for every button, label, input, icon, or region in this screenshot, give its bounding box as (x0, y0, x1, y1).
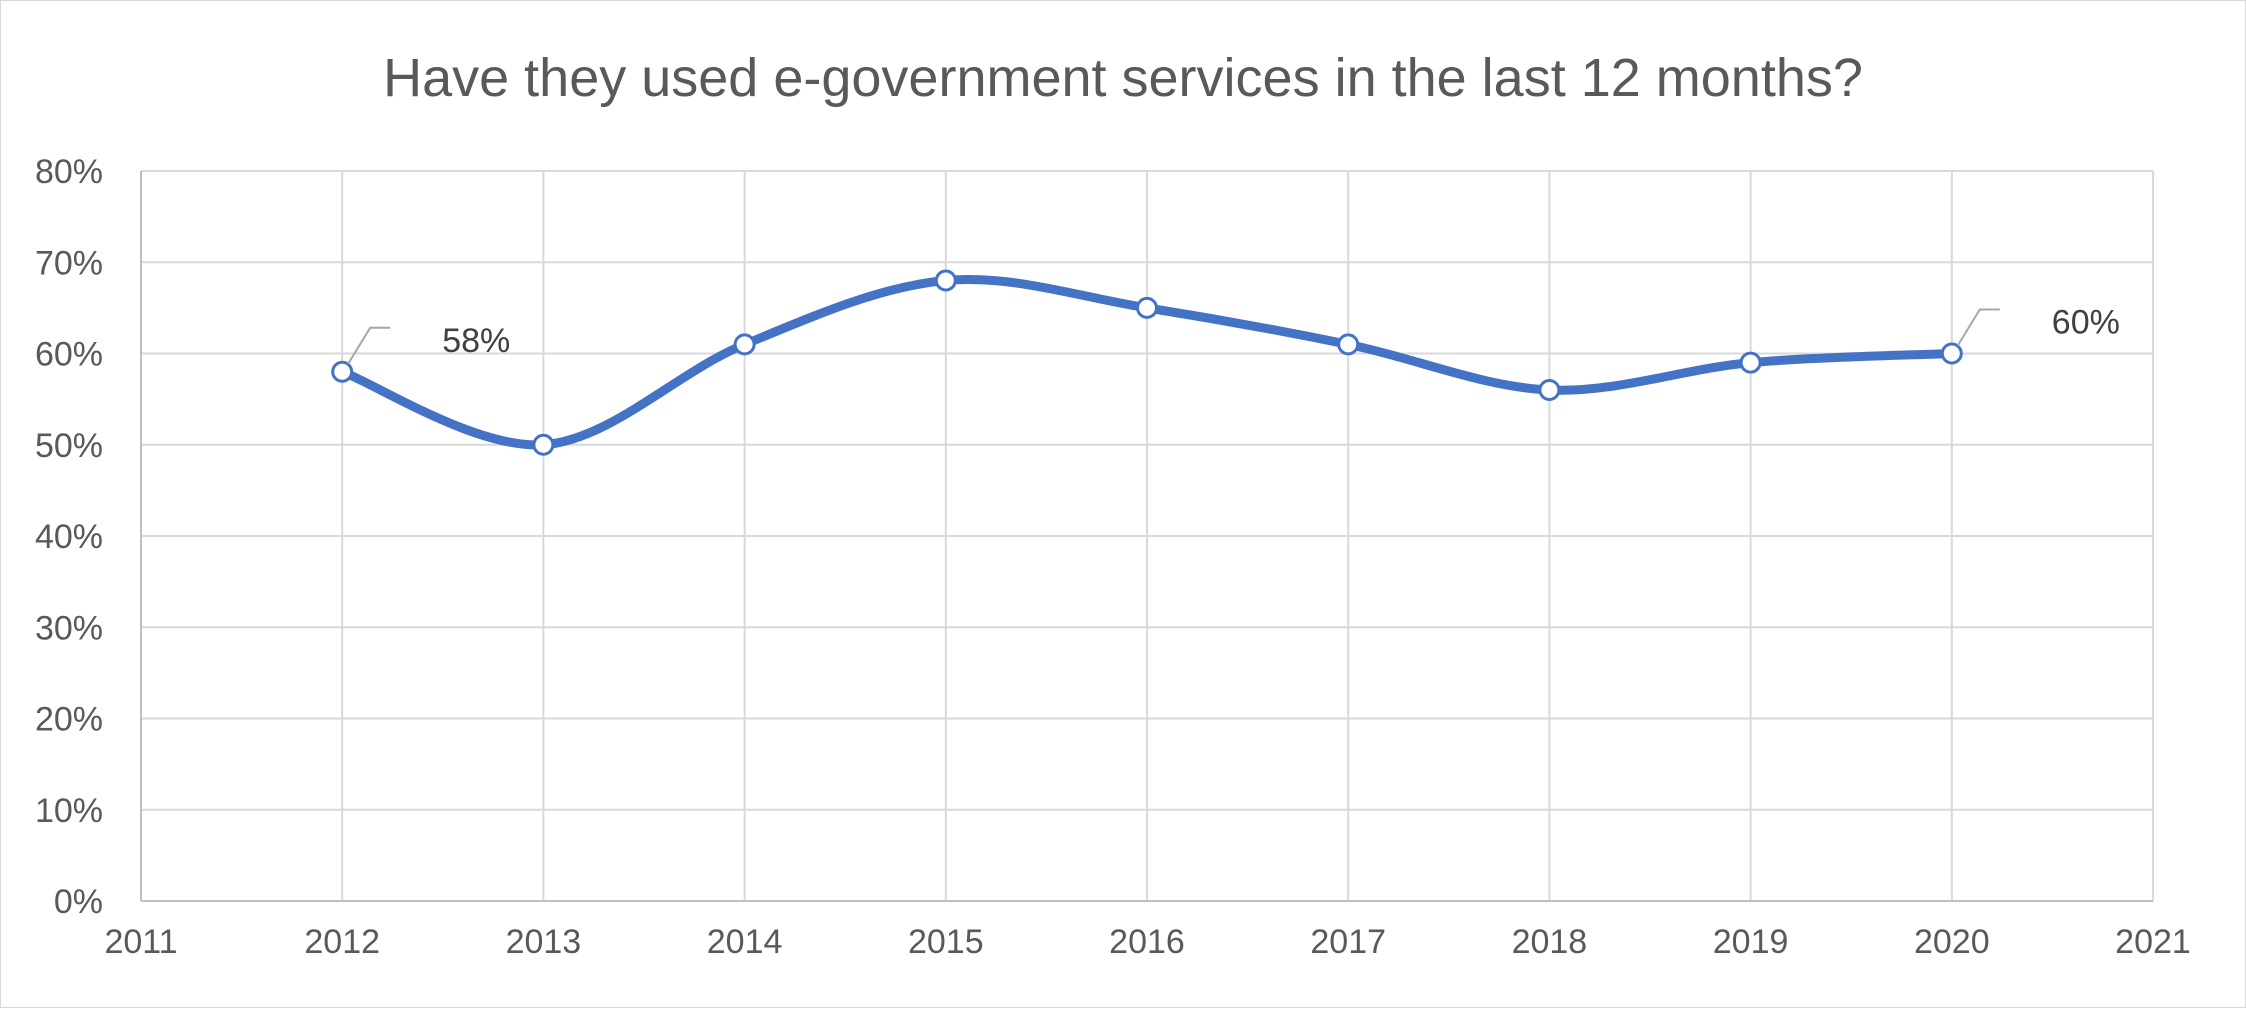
data-label-leader (347, 326, 391, 365)
data-label: 58% (442, 322, 510, 360)
x-tick-label: 2016 (1109, 923, 1185, 961)
x-tick-label: 2012 (304, 923, 380, 961)
y-tick-label: 40% (35, 518, 103, 556)
x-tick-label: 2011 (104, 923, 177, 961)
axes (140, 171, 2153, 902)
x-tick-label: 2017 (1310, 923, 1386, 961)
data-point (331, 360, 354, 383)
y-tick-label: 10% (35, 792, 103, 830)
data-point (1940, 342, 1963, 365)
data-point (1136, 296, 1158, 319)
data-point (532, 433, 555, 456)
x-tick-label: 2013 (506, 923, 582, 961)
data-point (934, 269, 957, 292)
x-tick-label: 2014 (707, 923, 783, 961)
data-label-leader (1956, 308, 2000, 347)
y-tick-label: 0% (54, 883, 103, 921)
data-point (733, 333, 756, 356)
data-label: 60% (2052, 304, 2120, 342)
x-tick-label: 2015 (908, 923, 984, 961)
y-tick-label: 50% (35, 427, 103, 465)
chart-title: Have they used e-government services in … (383, 48, 1863, 108)
data-point (1538, 379, 1561, 401)
x-tick-label: 2020 (1914, 923, 1990, 961)
y-tick-label: 30% (35, 609, 103, 647)
y-tick-label: 60% (35, 336, 103, 374)
data-point (1739, 351, 1762, 374)
x-tick-label: 2018 (1512, 923, 1588, 961)
data-labels: 58% 60% (347, 304, 2120, 365)
x-tick-label: 2019 (1713, 923, 1789, 961)
series-layer (331, 269, 1963, 456)
y-tick-label: 70% (35, 244, 103, 282)
x-tick-label: 2021 (2115, 923, 2191, 961)
y-tick-label: 80% (35, 153, 103, 191)
tick-labels: 0% 10% 20% 30% 40% 50% 60% 70% 80% 2011 2012 2013 20… (35, 153, 2191, 961)
gridlines (141, 170, 2154, 901)
y-tick-label: 20% (35, 701, 103, 739)
data-point (1337, 333, 1360, 356)
